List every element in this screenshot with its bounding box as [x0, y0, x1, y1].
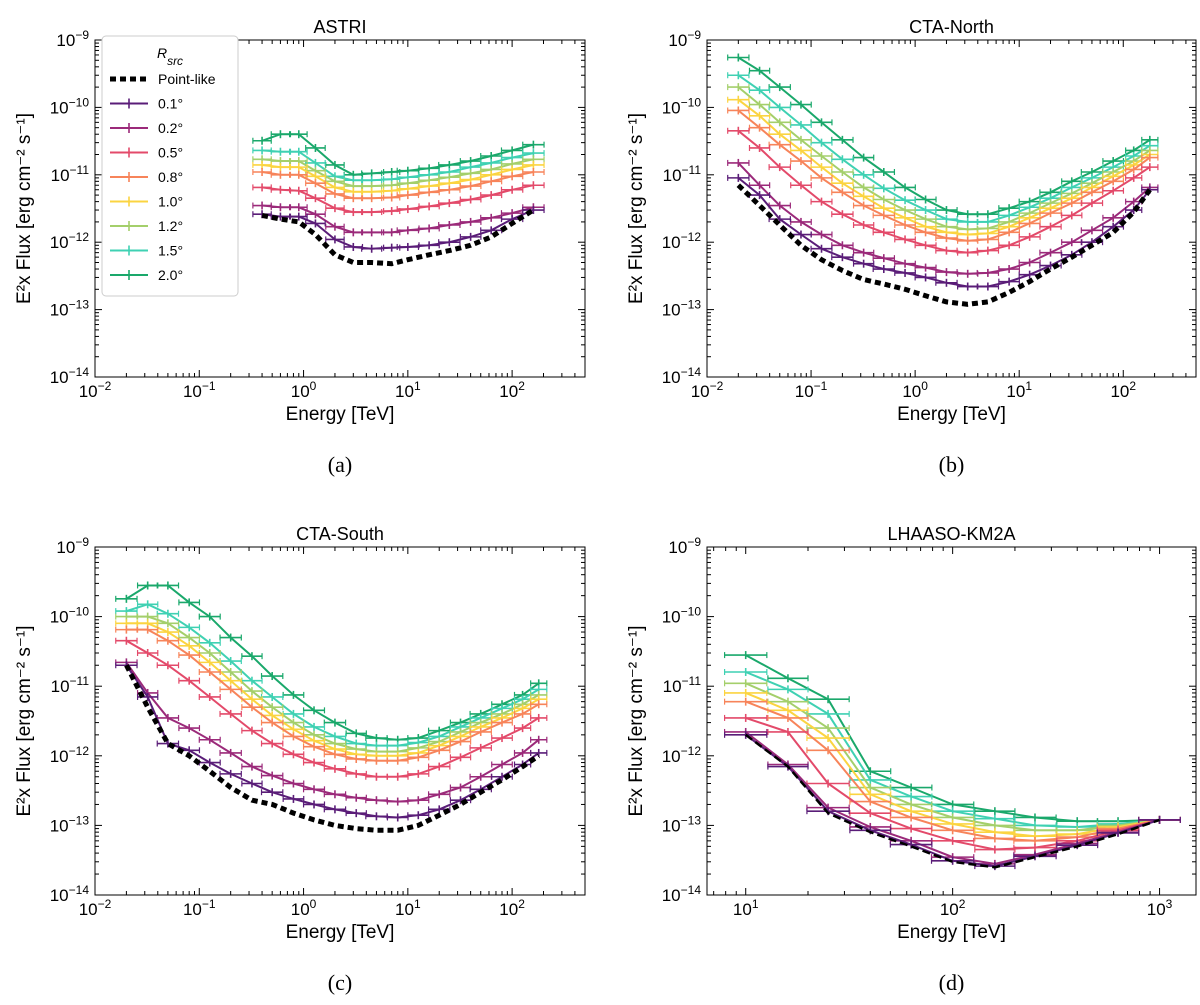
y-tick-label: 10−9 — [668, 535, 701, 557]
panel-caption: (c) — [328, 970, 352, 995]
series-line-2-0deg — [737, 56, 1151, 216]
y-tick-label: 10−13 — [662, 813, 702, 835]
y-axis-label: E²x Flux [erg cm⁻² s⁻¹] — [626, 625, 647, 816]
y-axis-label: E²x Flux [erg cm⁻² s⁻¹] — [14, 625, 35, 816]
series-line-point-like — [124, 664, 541, 833]
x-tick-label: 10−2 — [79, 897, 112, 919]
x-tick-label: 103 — [1147, 897, 1173, 919]
y-tick-label: 10−14 — [662, 883, 702, 905]
x-tick-label: 101 — [395, 379, 421, 401]
y-tick-label: 10−13 — [50, 298, 90, 320]
plot-area — [115, 581, 548, 833]
y-tick-label: 10−12 — [50, 744, 90, 766]
x-tick-label: 10−1 — [183, 897, 216, 919]
legend-entry-1-5deg: 1.5° — [158, 243, 183, 259]
panel-caption: (b) — [939, 452, 965, 477]
y-tick-label: 10−13 — [50, 813, 90, 835]
y-tick-label: 10−12 — [662, 744, 702, 766]
y-tick-label: 10−11 — [663, 163, 702, 185]
x-tick-label: 10−2 — [79, 379, 112, 401]
legend-entry-0-5deg: 0.5° — [158, 145, 183, 161]
x-tick-label: 101 — [1006, 379, 1032, 401]
plot-frame — [94, 546, 586, 896]
legend-entry-1-0deg: 1.0° — [158, 194, 183, 210]
y-tick-label: 10−13 — [662, 298, 702, 320]
x-tick-label: 100 — [291, 379, 317, 401]
y-tick-label: 10−10 — [662, 605, 702, 627]
chart-panel-3: 10−2 10−1 100 101 102 10−14 10−13 10−12 10−11 10−… — [14, 524, 586, 995]
y-tick-label: 10−14 — [50, 883, 90, 905]
series-line-point-like — [261, 207, 535, 267]
plot-area — [723, 651, 1181, 871]
legend-entry-2-0deg: 2.0° — [158, 267, 183, 283]
chart-panel-2: 10−2 10−1 100 101 102 10−14 10−13 10−12 10−11 10−… — [626, 17, 1197, 477]
y-tick-label: 10−11 — [51, 674, 90, 696]
y-tick-label: 10−10 — [50, 605, 90, 627]
y-tick-label: 10−10 — [50, 95, 90, 117]
plot-area — [252, 130, 545, 267]
chart-title: ASTRI — [313, 17, 366, 37]
y-tick-label: 10−11 — [51, 163, 90, 185]
chart-panel-4: 101 102 103 10−14 10−13 10−12 10−11 10−10 10−9 LH… — [626, 524, 1197, 995]
x-axis-label: Energy [TeV] — [286, 404, 395, 425]
y-tick-label: 10−9 — [56, 535, 89, 557]
chart-title: LHAASO-KM2A — [887, 524, 1015, 544]
series-line-2-0deg — [125, 584, 540, 741]
x-axis-label: Energy [TeV] — [286, 922, 395, 943]
x-tick-label: 102 — [499, 379, 525, 401]
y-tick-label: 10−14 — [662, 365, 702, 387]
panel-caption: (a) — [328, 452, 352, 477]
series-line-point-like — [736, 183, 1152, 307]
x-tick-label: 102 — [940, 897, 966, 919]
x-tick-label: 10−2 — [691, 379, 724, 401]
y-tick-label: 10−10 — [662, 95, 702, 117]
x-tick-label: 100 — [902, 379, 928, 401]
panel-caption: (d) — [939, 970, 965, 995]
series-line-1-0deg — [737, 98, 1151, 236]
y-axis-label: E²x Flux [erg cm⁻² s⁻¹] — [626, 113, 647, 304]
chart-title: CTA-North — [909, 17, 994, 37]
legend-entry-1-2deg: 1.2° — [158, 218, 183, 234]
x-axis-label: Energy [TeV] — [897, 922, 1006, 943]
x-tick-label: 102 — [499, 897, 525, 919]
y-axis-label: E²x Flux [erg cm⁻² s⁻¹] — [14, 113, 35, 304]
legend-entry-0-2deg: 0.2° — [158, 120, 183, 136]
x-tick-label: 101 — [395, 897, 421, 919]
legend-title: Rsrc — [157, 45, 183, 68]
y-tick-label: 10−12 — [662, 230, 702, 252]
legend-entry-Point-like: Point-like — [158, 71, 216, 87]
series-line-point-like — [744, 733, 1161, 869]
x-tick-label: 100 — [291, 897, 317, 919]
legend-entry-0-1deg: 0.1° — [158, 96, 183, 112]
x-tick-label: 102 — [1110, 379, 1136, 401]
x-tick-label: 101 — [733, 897, 759, 919]
y-tick-label: 10−11 — [663, 674, 702, 696]
plot-frame — [706, 546, 1197, 896]
y-tick-label: 10−14 — [50, 365, 90, 387]
chart-panel-1: 10−2 10−1 100 101 102 10−14 10−13 10−12 10−11 10−… — [14, 17, 586, 477]
y-tick-label: 10−9 — [56, 28, 89, 50]
x-axis-label: Energy [TeV] — [897, 404, 1006, 425]
y-tick-label: 10−9 — [668, 28, 701, 50]
legend: Rsrc Point-like 0.1° 0.2° 0.5° 0.8° 1.0° 1.2° 1.… — [101, 35, 239, 297]
legend-box — [101, 35, 239, 297]
y-tick-label: 10−12 — [50, 230, 90, 252]
chart-title: CTA-South — [296, 524, 384, 544]
x-tick-label: 10−1 — [795, 379, 828, 401]
legend-entry-0-8deg: 0.8° — [158, 169, 183, 185]
plot-frame — [706, 39, 1197, 378]
x-tick-label: 10−1 — [183, 379, 216, 401]
series-line-0-8deg — [126, 628, 540, 762]
plot-area — [727, 53, 1159, 307]
plot-frame — [94, 39, 586, 378]
